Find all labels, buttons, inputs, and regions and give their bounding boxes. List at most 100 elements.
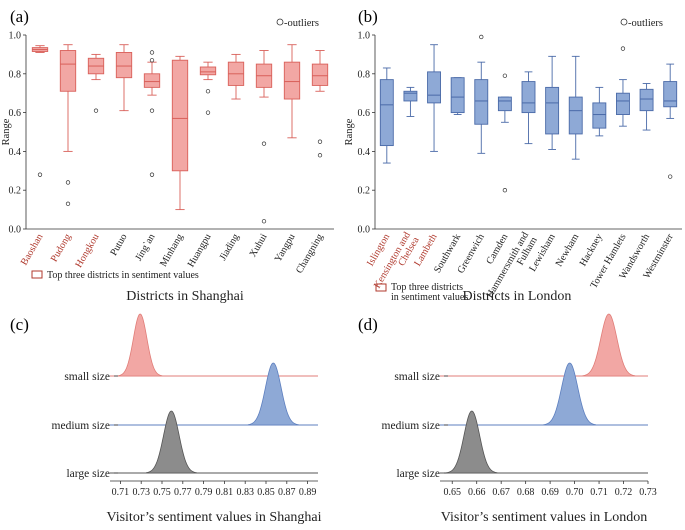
panel-label-a: (a)	[10, 7, 29, 26]
outlier-point	[502, 188, 508, 193]
category-label-line: Jiading	[218, 232, 242, 263]
outlier-point	[317, 153, 323, 158]
x-tick-label: 0.72	[615, 487, 633, 498]
y-tick-label: 0.0	[358, 225, 371, 236]
box-Kensington and Chelsea	[403, 90, 418, 102]
box-Pudong	[59, 50, 77, 92]
y-tick-label: 0.8	[358, 69, 371, 80]
y-tick-label: 0.6	[9, 108, 22, 119]
legend-outlier-label: -outliers	[628, 18, 663, 29]
x-tick-label: 0.67	[492, 487, 510, 498]
panel-label-c: (c)	[10, 315, 29, 334]
box-Changning	[311, 63, 329, 86]
x-tick-label: 0.75	[153, 487, 171, 498]
category-label-line: Putuo	[108, 232, 129, 258]
box-Greenwich	[474, 79, 489, 125]
boxplot-shanghai: 0.0 0.2 0.4 0.6 0.8 1.0 Range Baoshan Pudong Hong…	[1, 18, 334, 304]
category-label-Yangpu: Yangpu	[273, 232, 298, 264]
y-axis-label: Range	[344, 118, 355, 145]
legend-top3-marker	[375, 283, 387, 292]
box-Islington	[379, 79, 394, 147]
density-large-size	[146, 410, 197, 474]
y-tick-label: 0.4	[358, 147, 371, 158]
category-label-line: Baoshan	[19, 232, 46, 267]
density-large-size	[446, 410, 498, 474]
outlier-point	[317, 139, 323, 144]
outlier-point	[65, 201, 71, 206]
ridge-label-small-size: small size	[64, 371, 110, 383]
boxplot-london: 0.00.20.40.60.81.0RangeIslingtonKensingt…	[344, 18, 682, 304]
box-Camden	[497, 96, 512, 112]
x-tick-label: 0.73	[639, 487, 657, 498]
ridge-label-medium-size: medium size	[52, 420, 110, 432]
y-tick-label: 0.0	[9, 225, 22, 236]
ridge-label-small-size: small size	[394, 371, 440, 383]
y-tick-label: 0.2	[9, 186, 22, 197]
x-tick-label: 0.70	[566, 487, 584, 498]
x-axis-label: Districts in London	[463, 289, 572, 304]
x-tick-label: 0.66	[468, 487, 486, 498]
x-axis-label: Visitor’s sentiment values in London	[441, 510, 648, 525]
legend-top3-label-line2: in sentiment values	[391, 292, 468, 303]
density-medium-size	[543, 362, 596, 426]
category-label-line: Pudong	[49, 232, 74, 264]
x-tick-label: 0.69	[541, 487, 559, 498]
x-axis-label: Districts in Shanghai	[126, 289, 244, 304]
box-Yangpu	[283, 61, 301, 100]
x-tick-label: 0.73	[132, 487, 150, 498]
panel-label-d: (d)	[358, 315, 378, 334]
y-tick-label: 0.6	[358, 108, 371, 119]
box-Putuo	[115, 52, 133, 79]
category-label-Hongkou: Hongkou	[73, 232, 101, 270]
legend-top3-label-line1: Top three districts	[391, 282, 463, 293]
outlier-point	[149, 58, 155, 63]
box-Tower Hamlets	[616, 92, 630, 115]
outlier-point	[479, 34, 484, 40]
x-tick-label: 0.71	[590, 487, 608, 498]
category-label-Putuo: Putuo	[108, 232, 129, 258]
outlier-point	[65, 180, 71, 185]
outlier-point	[502, 73, 508, 78]
legend-top3-marker	[31, 270, 43, 279]
category-label-line: Yangpu	[273, 232, 298, 264]
legend-outlier-label: -outliers	[284, 18, 319, 29]
legend-top3-label: Top three districts in sentiment values	[47, 270, 199, 281]
category-label-line: Xuhui	[248, 232, 270, 259]
density-medium-size	[247, 362, 299, 426]
legend-outlier-marker	[276, 18, 284, 26]
x-tick-label: 0.81	[216, 487, 234, 498]
box-Minhang	[171, 59, 189, 172]
category-label-Minhang: Minhang	[158, 232, 186, 269]
box-Hammersmith and Fulham	[521, 81, 536, 114]
x-tick-label: 0.65	[443, 487, 461, 498]
category-label-Jing`an: Jing`an	[133, 232, 157, 263]
x-tick-label: 0.79	[195, 487, 213, 498]
density-small-size	[582, 313, 636, 377]
outlier-point	[205, 110, 211, 115]
x-tick-label: 0.87	[278, 487, 296, 498]
category-label-line: Hongkou	[73, 232, 101, 270]
outlier-point	[149, 50, 155, 55]
x-tick-label: 0.71	[112, 487, 130, 498]
category-label-Pudong: Pudong	[49, 232, 74, 264]
category-label-Changning: Changning	[294, 232, 325, 276]
y-tick-label: 1.0	[9, 31, 22, 42]
x-tick-label: 0.83	[236, 487, 254, 498]
box-Wandsworth	[639, 88, 654, 112]
box-Newham	[568, 96, 583, 135]
outlier-point	[261, 219, 267, 224]
category-label-line: Huangpu	[186, 232, 214, 269]
outlier-point	[205, 89, 211, 94]
outlier-point	[149, 172, 155, 177]
x-axis-label: Visitor’s sentiment values in Shanghai	[106, 510, 321, 525]
category-label-Jiading: Jiading	[218, 232, 242, 263]
outlier-point	[620, 46, 626, 51]
outlier-point	[261, 141, 267, 146]
box-Lewisham	[545, 86, 560, 135]
category-label-Xuhui: Xuhui	[248, 232, 270, 259]
box-Southwark	[450, 77, 465, 114]
x-tick-label: 0.85	[257, 487, 275, 498]
